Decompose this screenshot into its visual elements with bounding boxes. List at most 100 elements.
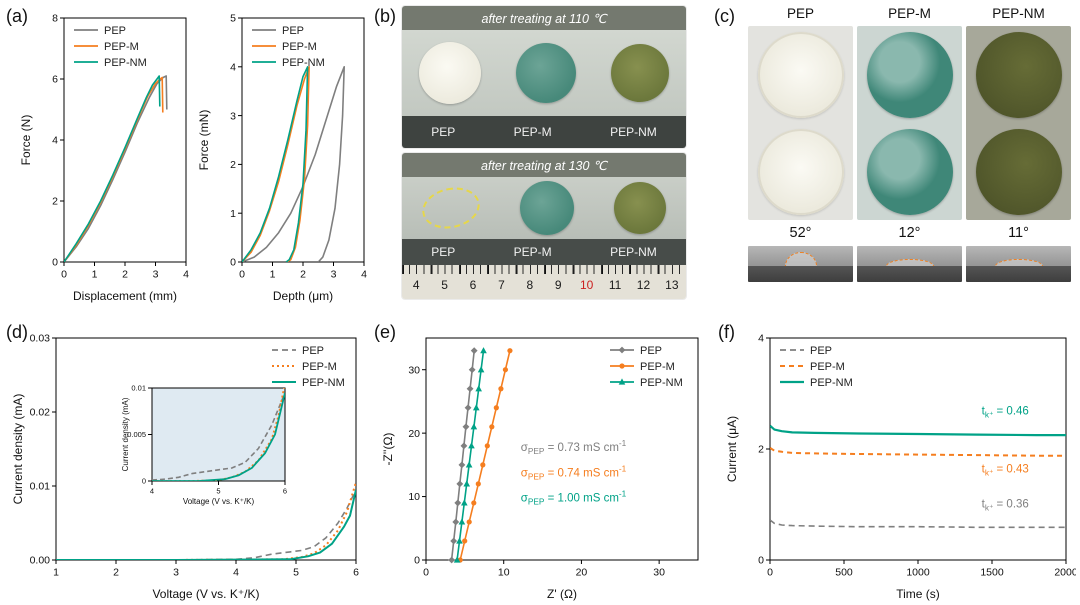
svg-text:0: 0 — [767, 567, 773, 579]
svg-text:PEP-NM: PEP-NM — [282, 57, 325, 69]
svg-text:PEP: PEP — [282, 25, 304, 37]
droplet-profile — [994, 259, 1043, 266]
panel-e: (e) 0 10 20 30 0 10 20 30 Z' (Ω) -Z''(Ω) PEP PEP-M P… — [372, 316, 710, 604]
svg-text:2: 2 — [52, 196, 58, 208]
svg-text:20: 20 — [408, 428, 420, 440]
ruler: 4 5 6 7 8 9 10 11 12 13 — [402, 265, 686, 299]
panel-a-letter: (a) — [6, 6, 28, 26]
svg-text:5: 5 — [230, 13, 236, 25]
panel-a: (a) 0 1 2 3 4 0 2 4 6 8 Displacement (mm) Force (N)… — [4, 2, 370, 314]
svg-text:2: 2 — [300, 269, 306, 281]
column-pep: PEP 52° — [748, 6, 853, 282]
pep-membrane-disc — [757, 128, 844, 215]
sample-label-pep-2: PEP — [431, 245, 456, 259]
svg-text:4: 4 — [230, 61, 236, 73]
panel-e-letter: (e) — [374, 322, 396, 342]
chart-force-displacement: 0 1 2 3 4 0 2 4 6 8 Displacement (mm) Force (N) PEP P… — [19, 13, 189, 303]
svg-text:1: 1 — [270, 269, 276, 281]
contact-angle-pep-nm: 11° — [1008, 225, 1029, 241]
svg-text:PEP-M: PEP-M — [810, 361, 845, 373]
panel-d: (d) 1 2 3 4 5 6 0.00 0.01 0.02 0.03 Voltage (V vs.… — [2, 316, 372, 604]
ruler-number: 7 — [498, 278, 505, 292]
svg-text:-Z''(Ω): -Z''(Ω) — [381, 433, 395, 466]
col-header-pep-nm: PEP-NM — [992, 6, 1045, 21]
svg-text:4: 4 — [183, 269, 189, 281]
chart-eis: 0 10 20 30 0 10 20 30 Z' (Ω) -Z''(Ω) PEP PEP-M PEP-N… — [381, 337, 699, 601]
svg-text:6: 6 — [283, 487, 287, 496]
droplet-profile — [885, 259, 934, 266]
pep-m-disc-110 — [515, 43, 576, 103]
svg-text:4: 4 — [758, 333, 764, 345]
svg-text:PEP-M: PEP-M — [282, 41, 317, 53]
ruler-number: 5 — [441, 278, 448, 292]
panel-f-letter: (f) — [718, 322, 735, 342]
svg-text:Current (μA): Current (μA) — [725, 416, 739, 482]
svg-text:0: 0 — [758, 555, 764, 567]
svg-text:1: 1 — [92, 269, 98, 281]
contact-angle-pep-m: 12° — [898, 225, 921, 241]
svg-text:PEP-M: PEP-M — [104, 41, 139, 53]
svg-text:PEP-NM: PEP-NM — [640, 377, 683, 389]
chart-lsv: 1 2 3 4 5 6 0.00 0.01 0.02 0.03 Voltage (V vs. K⁺/… — [11, 333, 359, 601]
svg-text:tk⁺ = 0.43: tk⁺ = 0.43 — [982, 463, 1029, 477]
pep-melted-outline — [418, 182, 484, 234]
contact-angle-photo-pep-m — [857, 246, 962, 282]
panel-b: (b) after treating at 110 ℃ PEP PEP-M PE… — [374, 2, 690, 314]
svg-text:4: 4 — [150, 487, 154, 496]
svg-text:0.01: 0.01 — [131, 384, 146, 393]
ruler-number: 11 — [608, 278, 622, 292]
chart-lsv-inset: 4 5 6 0 0.005 0.01 Voltage (V vs. K⁺/K) Current… — [121, 384, 287, 506]
svg-text:2: 2 — [122, 269, 128, 281]
svg-text:Force (N): Force (N) — [19, 115, 33, 166]
svg-text:Time (s): Time (s) — [896, 587, 940, 601]
chart-chronoamperometry: 0 500 1000 1500 2000 0 2 4 Time (s) Current (μA) P… — [725, 333, 1076, 601]
svg-text:PEP-M: PEP-M — [302, 361, 337, 373]
svg-text:PEP: PEP — [640, 345, 662, 357]
svg-text:Displacement (mm): Displacement (mm) — [73, 289, 177, 303]
svg-text:0: 0 — [423, 567, 429, 579]
ruler-number: 9 — [554, 278, 562, 292]
pep-nm-membrane-photos — [966, 26, 1071, 220]
sample-label-pep-m: PEP-M — [513, 125, 552, 139]
pep-nm-membrane-disc — [975, 128, 1062, 215]
svg-text:0: 0 — [230, 257, 236, 269]
chart-force-depth: 0 1 2 3 4 0 1 2 3 4 5 Depth (μm) Force (mN) PEP PEP-M P… — [197, 13, 367, 303]
svg-text:0: 0 — [52, 257, 58, 269]
panel-d-letter: (d) — [6, 322, 28, 342]
ruler-number: 6 — [469, 278, 477, 292]
svg-text:tk⁺ = 0.36: tk⁺ = 0.36 — [982, 498, 1029, 512]
sample-label-pep-nm: PEP-NM — [610, 125, 657, 139]
pep-m-membrane-photos — [857, 26, 962, 220]
svg-text:30: 30 — [408, 364, 420, 376]
svg-text:1000: 1000 — [906, 567, 930, 579]
contact-angle-pep: 52° — [789, 225, 812, 241]
svg-text:Current density (mA): Current density (mA) — [121, 397, 130, 471]
svg-text:σPEP = 0.73 mS cm-1: σPEP = 0.73 mS cm-1 — [521, 439, 627, 456]
svg-text:PEP-NM: PEP-NM — [810, 377, 853, 389]
panel-f: (f) 0 500 1000 1500 2000 0 2 4 Time (s) Current (… — [712, 316, 1078, 604]
svg-text:0: 0 — [142, 477, 146, 486]
svg-text:1: 1 — [230, 208, 236, 220]
svg-text:Voltage (V vs. K⁺/K): Voltage (V vs. K⁺/K) — [183, 497, 255, 506]
ruler-ticks — [402, 265, 686, 274]
column-pep-m: PEP-M 12° — [857, 6, 962, 282]
contact-angle-photo-pep — [748, 246, 853, 282]
pep-nm-disc-130 — [614, 182, 666, 234]
svg-text:500: 500 — [835, 567, 853, 579]
svg-text:4: 4 — [233, 567, 239, 579]
ruler-number: 13 — [665, 278, 679, 292]
svg-text:0.01: 0.01 — [30, 481, 51, 493]
svg-text:0.03: 0.03 — [30, 333, 51, 345]
sample-label-pep: PEP — [431, 125, 456, 139]
svg-text:0.00: 0.00 — [30, 555, 51, 567]
svg-text:PEP-NM: PEP-NM — [302, 377, 345, 389]
ruler-numbers: 4 5 6 7 8 9 10 11 12 13 — [402, 274, 686, 296]
svg-text:4: 4 — [52, 135, 58, 147]
svg-text:0: 0 — [414, 555, 420, 567]
sample-label-pep-m-2: PEP-M — [513, 245, 552, 259]
svg-text:PEP-M: PEP-M — [640, 361, 675, 373]
svg-text:3: 3 — [331, 269, 337, 281]
panel-d-inset: 4 5 6 0 0.005 0.01 Voltage (V vs. K⁺/K) Current… — [120, 382, 292, 513]
svg-text:Current density (mA): Current density (mA) — [11, 394, 25, 505]
photo-130c-title: after treating at 130 ℃ — [402, 153, 686, 177]
